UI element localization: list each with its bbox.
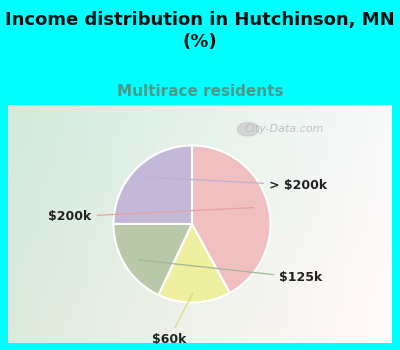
Text: City-Data.com: City-Data.com <box>245 124 324 134</box>
Text: Income distribution in Hutchinson, MN
(%): Income distribution in Hutchinson, MN (%… <box>5 10 395 51</box>
Text: $125k: $125k <box>138 260 323 284</box>
Wedge shape <box>158 224 230 302</box>
Text: $60k: $60k <box>152 293 193 346</box>
Wedge shape <box>114 146 192 224</box>
Wedge shape <box>192 146 270 293</box>
Circle shape <box>237 122 259 136</box>
Text: > $200k: > $200k <box>148 177 327 192</box>
Text: Multirace residents: Multirace residents <box>117 84 283 99</box>
Wedge shape <box>114 224 192 295</box>
Text: $200k: $200k <box>48 208 254 223</box>
